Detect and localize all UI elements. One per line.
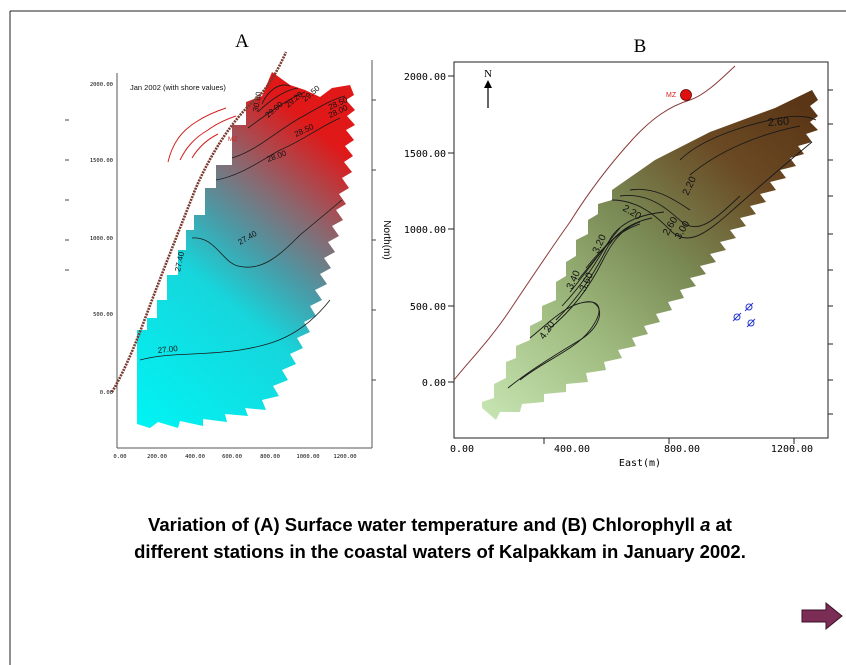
caption-line-2: different stations in the coastal waters… xyxy=(134,541,746,562)
panel-b-y-tick-1: 500.00 xyxy=(410,302,446,313)
next-slide-arrow-icon[interactable] xyxy=(801,601,843,631)
panel-b-y-tick-3: 1500.00 xyxy=(404,149,446,160)
panel-a-temperature-field xyxy=(137,72,355,428)
panel-b-xlabel: East(m) xyxy=(619,458,661,469)
panel-a-x-tick-4: 800.00 xyxy=(260,454,280,460)
panel-a-y-tick-4: 2000.00 xyxy=(90,82,113,88)
panel-b-shoreline xyxy=(453,65,736,381)
north-arrow-head-icon xyxy=(484,80,492,88)
panel-a-inner-title: Jan 2002 (with shore values) xyxy=(130,83,226,92)
panel-a-x-tick-3: 600.00 xyxy=(222,454,242,460)
panel-b-y-tick-0: 0.00 xyxy=(422,378,446,389)
panel-b-x-tick-1: 400.00 xyxy=(554,444,590,455)
panel-a-chart: A 0.00 500.00 1000.00 1500.00 2000.00 0.… xyxy=(65,31,376,460)
panel-b-y-tick-4: 2000.00 xyxy=(404,72,446,83)
panel-a-y-tick-1: 500.00 xyxy=(93,312,113,318)
panel-a-y-tick-3: 1500.00 xyxy=(90,158,113,164)
caption-line-1-end: at xyxy=(710,514,732,535)
panel-a-contour-label-0: 27.00 xyxy=(157,344,178,355)
panel-b-chlorophyll-field xyxy=(482,90,818,420)
panel-b-x-tick-0: 0.00 xyxy=(450,444,474,455)
caption-line-1: Variation of (A) Surface water temperatu… xyxy=(148,514,732,535)
panel-a-x-tick-1: 200.00 xyxy=(147,454,167,460)
panel-a-shoreline xyxy=(110,51,288,393)
panel-b-x-tick-3: 1200.00 xyxy=(771,444,813,455)
panel-b-chart: B 0.00 500.00 1000.00 1500.00 2000.00 0.… xyxy=(381,36,833,469)
station-symbols-icon xyxy=(732,302,756,328)
panel-b-mz-marker xyxy=(680,89,692,101)
panel-b-letter: B xyxy=(634,36,647,57)
panel-b-contour-label-0: 2.60 xyxy=(767,116,789,129)
caption-line-1-main: Variation of (A) Surface water temperatu… xyxy=(148,514,700,535)
panel-a-x-tick-6: 1200.00 xyxy=(333,454,356,460)
panel-b-x-tick-2: 800.00 xyxy=(664,444,700,455)
panel-a-x-tick-5: 1000.00 xyxy=(296,454,319,460)
panel-b-north-label: N xyxy=(484,68,492,80)
panel-a-y-tick-2: 1000.00 xyxy=(90,236,113,242)
panel-a-letter: A xyxy=(235,31,249,52)
panel-a-y-tick-0: 0.00 xyxy=(100,390,113,396)
panel-b-ylabel: North(m) xyxy=(381,220,392,259)
panel-a-contour-label-1: 27.40 xyxy=(173,250,186,272)
panel-b-y-tick-2: 1000.00 xyxy=(404,225,446,236)
panel-a-marker-label: MZ xyxy=(228,136,237,143)
panel-b-frame xyxy=(453,61,829,439)
panel-a-x-tick-0: 0.00 xyxy=(113,454,126,460)
panel-b-marker-label: MZ xyxy=(666,92,677,99)
panel-a-x-tick-2: 400.00 xyxy=(185,454,205,460)
caption-line-1-italic: a xyxy=(700,514,710,535)
